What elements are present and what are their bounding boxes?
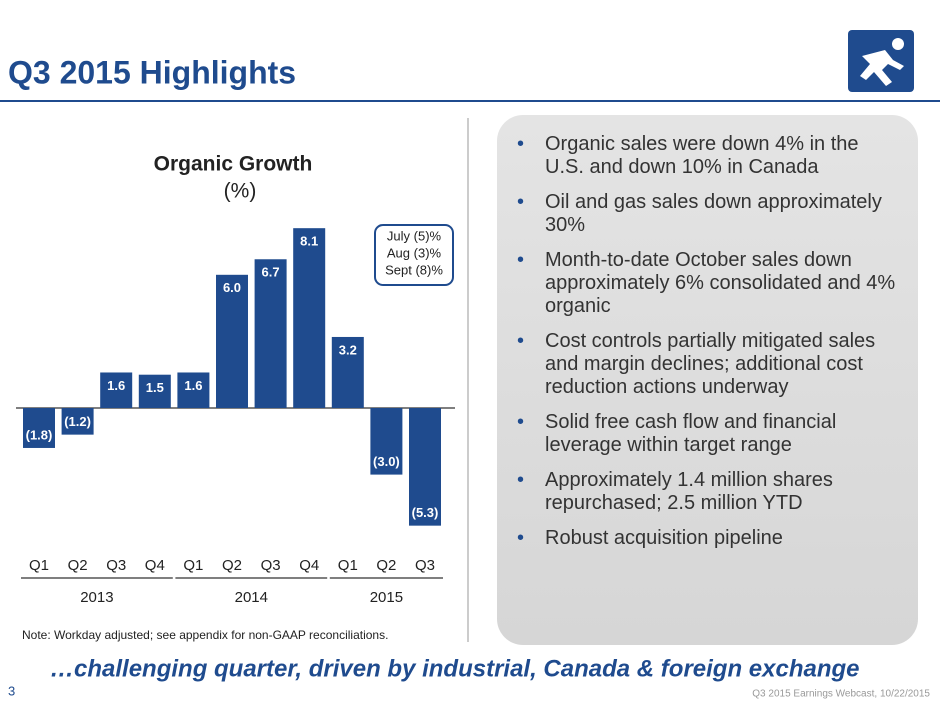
bullet: Month-to-date October sales down approxi… — [511, 249, 900, 318]
value-label: (1.2) — [64, 414, 91, 429]
bar — [100, 372, 133, 408]
callout-text: Sept (8)% — [385, 262, 443, 277]
bullet: Solid free cash flow and financial lever… — [511, 411, 900, 457]
footer: Q3 2015 Earnings Webcast, 10/22/2015 — [752, 689, 930, 700]
x-tick-label: Q2 — [376, 557, 396, 574]
group-label: 2014 — [235, 589, 268, 606]
callout-text: July (5)% — [387, 228, 442, 243]
bullet: Robust acquisition pipeline — [511, 527, 900, 550]
page-number: 3 — [8, 683, 15, 698]
x-tick-label: Q3 — [106, 557, 126, 574]
value-label: 1.6 — [184, 378, 202, 393]
x-tick-label: Q3 — [261, 557, 281, 574]
bullet: Organic sales were down 4% in the U.S. a… — [511, 133, 900, 179]
x-tick-label: Q1 — [29, 557, 49, 574]
value-label: 3.2 — [339, 342, 357, 357]
x-tick-label: Q1 — [338, 557, 358, 574]
group-label: 2013 — [80, 589, 113, 606]
x-tick-label: Q4 — [299, 557, 319, 574]
bar — [293, 228, 326, 408]
x-tick-label: Q3 — [415, 557, 435, 574]
bullet: Oil and gas sales down approximately 30% — [511, 191, 900, 237]
bar — [61, 408, 94, 435]
slide-title: Q3 2015 Highlights — [8, 54, 296, 90]
value-label: (1.8) — [26, 427, 53, 442]
x-tick-label: Q4 — [145, 557, 165, 574]
value-label: 8.1 — [300, 234, 318, 249]
bullet-list: Organic sales were down 4% in the U.S. a… — [497, 115, 918, 550]
value-label: 6.0 — [223, 280, 241, 295]
value-label: (5.3) — [412, 505, 439, 520]
note: Note: Workday adjusted; see appendix for… — [22, 628, 388, 642]
value-label: 6.7 — [262, 265, 280, 280]
group-label: 2015 — [370, 589, 403, 606]
bar — [138, 374, 171, 408]
value-label: 1.5 — [146, 380, 164, 395]
value-label: (3.0) — [373, 454, 400, 469]
callout-text: Aug (3)% — [387, 245, 442, 260]
logo — [848, 30, 914, 92]
highlights-panel: Organic sales were down 4% in the U.S. a… — [497, 115, 918, 645]
bullet: Approximately 1.4 million shares repurch… — [511, 469, 900, 515]
callout-box — [374, 224, 454, 286]
bar — [254, 259, 287, 408]
bar — [177, 372, 210, 408]
bar — [23, 408, 55, 448]
x-tick-label: Q2 — [68, 557, 88, 574]
x-tick-label: Q1 — [183, 557, 203, 574]
x-tick-label: Q2 — [222, 557, 242, 574]
value-label: 1.6 — [107, 378, 125, 393]
bar — [409, 408, 441, 526]
chart-subtitle: (%) — [224, 180, 257, 203]
chart-title: Organic Growth — [154, 153, 313, 176]
bar — [370, 408, 403, 475]
bullet: Cost controls partially mitigated sales … — [511, 330, 900, 399]
bar — [331, 336, 364, 408]
tagline: …challenging quarter, driven by industri… — [50, 655, 860, 682]
bar — [216, 274, 248, 408]
